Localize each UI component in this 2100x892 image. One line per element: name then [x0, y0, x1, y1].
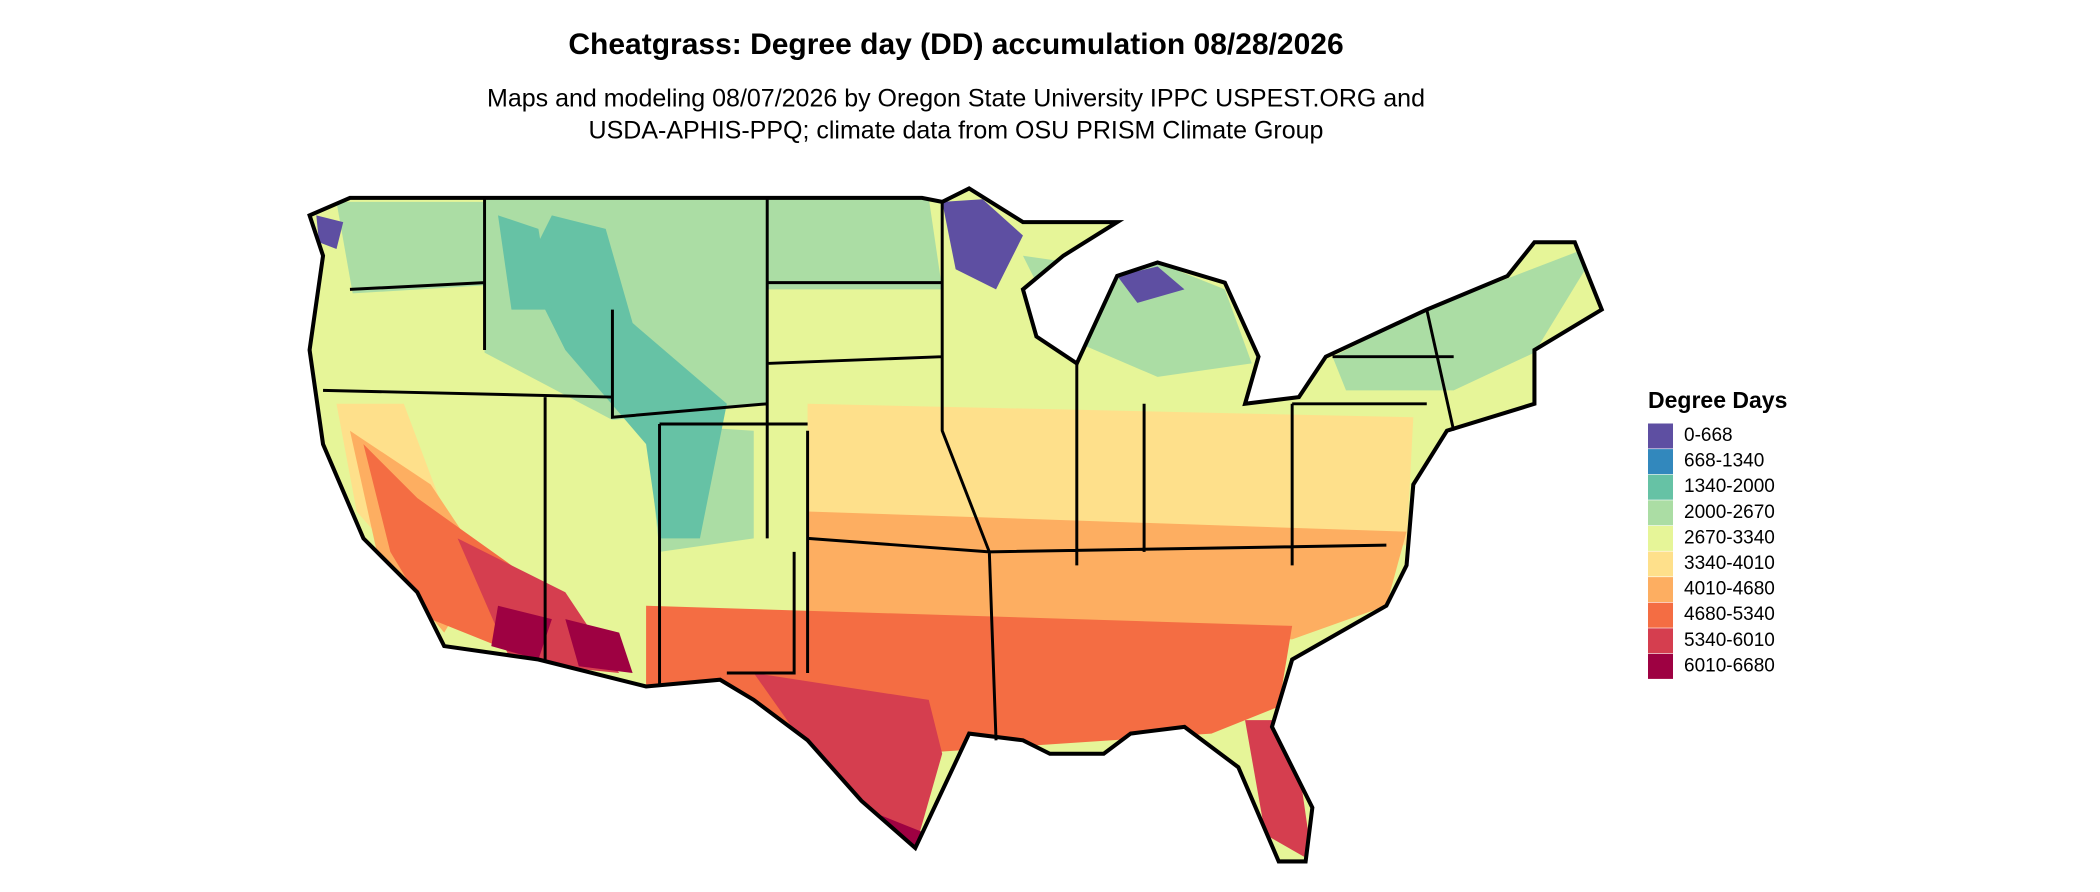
legend-swatch: [1648, 577, 1673, 603]
legend-label: 2670-3340: [1684, 527, 1775, 548]
map-subtitle: Maps and modeling 08/07/2026 by Oregon S…: [487, 85, 1425, 113]
legend-swatch: [1648, 423, 1673, 449]
legend-label: 0-668: [1684, 425, 1733, 446]
climate-zone: [1332, 242, 1602, 391]
legend-swatch: [1648, 474, 1673, 500]
climate-zone: [498, 215, 552, 310]
climate-zone: [363, 444, 512, 647]
climate-zone: [491, 605, 552, 660]
legend-swatch: [1648, 653, 1673, 679]
climate-zone: [807, 403, 1414, 546]
legend-swatch: [1648, 602, 1673, 628]
legend-label: 6010-6680: [1684, 655, 1775, 676]
legend-label: 5340-6010: [1684, 630, 1775, 651]
legend-swatch: [1648, 628, 1673, 654]
legend-label: 4680-5340: [1684, 604, 1775, 625]
legend-label: 1340-2000: [1684, 476, 1775, 497]
legend-swatch: [1648, 449, 1673, 475]
climate-zone: [942, 199, 1023, 290]
map-subtitle: USDA-APHIS-PPQ; climate data from OSU PR…: [589, 117, 1324, 145]
climate-zone: [767, 197, 943, 290]
us-map: [269, 175, 1615, 888]
climate-zone: [336, 201, 485, 294]
legend-label: 4010-4680: [1684, 579, 1775, 600]
legend-label: 2000-2670: [1684, 502, 1775, 523]
legend-swatch: [1648, 500, 1673, 526]
legend-label: 3340-4010: [1684, 553, 1775, 574]
climate-zone: [1117, 266, 1185, 303]
climate-zone: [807, 511, 1407, 640]
legend-title: Degree Days: [1648, 387, 1787, 413]
state-borders: [323, 197, 1456, 741]
climate-zone: [316, 215, 344, 250]
legend-swatch: [1648, 551, 1673, 577]
legend: 0-668 668-1340 1340-2000 2000-2670 2670-3340…: [1648, 423, 1775, 679]
legend-swatch: [1648, 525, 1673, 551]
climate-zone: [565, 619, 633, 673]
climate-zone: [524, 215, 727, 539]
map-title: Cheatgrass: Degree day (DD) accumulation…: [568, 28, 1343, 61]
legend-label: 668-1340: [1684, 451, 1764, 472]
climate-zone: [753, 673, 943, 848]
